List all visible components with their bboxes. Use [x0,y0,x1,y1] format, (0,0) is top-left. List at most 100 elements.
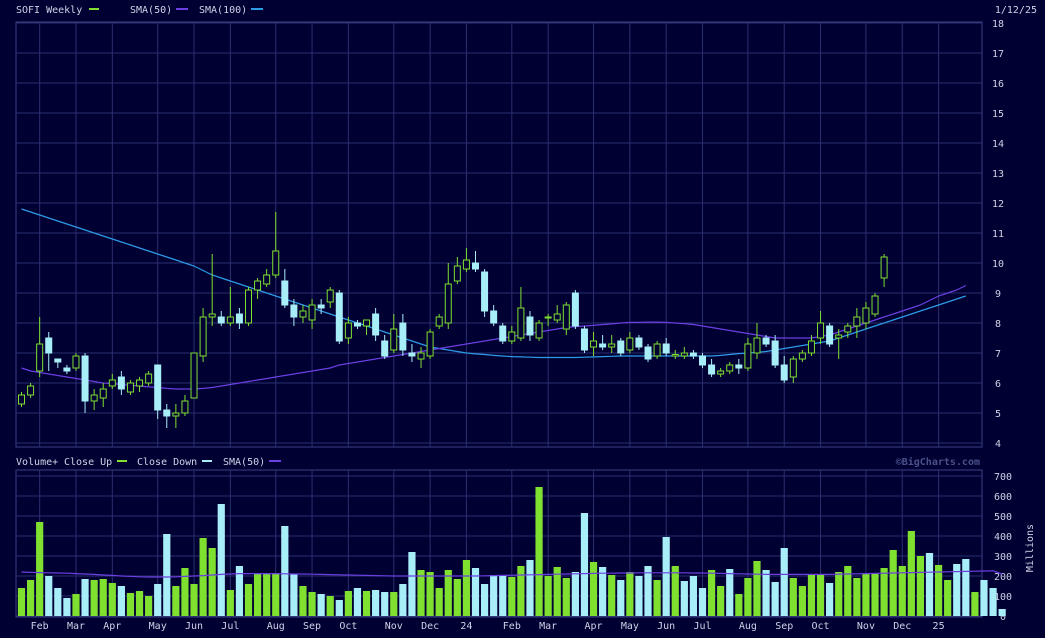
candle-body [871,295,879,315]
candle-body [590,340,598,348]
candle-body [826,325,834,345]
volume-bar [108,583,116,616]
volume-bar [599,567,607,616]
volume-bar [480,584,489,616]
x-tick-label: 25 [933,621,945,632]
volume-bar [199,538,207,616]
candle-body [90,394,98,402]
volume-bar [190,584,198,616]
volume-bar [971,592,979,616]
close-up-legend-label: Close Up [64,457,112,468]
candle-body [163,409,171,417]
candles [18,212,888,428]
candle-body [798,352,806,360]
candle-body [472,262,479,270]
volume-bar [208,548,216,616]
candle-body [408,352,416,357]
volume-bar [235,566,244,616]
volume-bar [998,609,1006,616]
candle-body [853,316,861,327]
candle-body [553,313,561,321]
volume-sma50-line [21,570,1003,578]
candle-body [417,352,425,360]
volume-label: Volume+ [16,457,58,468]
volume-bar [635,576,643,616]
volume-bar [726,569,734,616]
x-tick-label: Jun [657,621,675,632]
volume-bar [72,594,80,616]
candle-body [208,313,216,318]
candle-body [444,283,452,324]
price-y-tick-label: 12 [992,199,1004,210]
volume-bar [253,574,262,616]
volume-bar [399,584,407,616]
volume-bar [526,560,534,616]
sma100-legend-label: SMA(100) [199,5,247,16]
volume-bar [517,566,525,616]
volume-bar [81,579,89,616]
candle-body [817,322,825,339]
vol-sma-legend-label: SMA(50) [223,457,265,468]
candle-body [626,337,634,351]
volume-bar [862,574,870,616]
candle-body [54,358,62,363]
x-tick-label: Aug [739,621,757,632]
x-tick-label: May [149,621,167,632]
close-down-legend-label: Close Down [137,457,197,468]
volume-bar [735,594,743,616]
candle-body [326,289,334,303]
candle-body [644,346,652,360]
price-y-axis: 4 5 6 7 8 9 10 11 12 13 14 15 16 17 18 [992,19,1004,450]
volume-bar [871,573,879,616]
volume-bar [335,600,343,616]
x-tick-label: Feb [503,621,521,632]
candle-body [744,343,752,369]
volume-bar [217,504,225,616]
volume-y-tick-label: 600 [994,492,1012,503]
volume-bar [762,570,770,616]
volume-sma-line [21,570,1003,578]
x-tick-label: Nov [857,621,875,632]
candle-body [490,310,498,324]
volume-bar [608,575,616,616]
volume-bar [680,581,688,616]
volume-y-tick-label: 700 [994,472,1012,483]
volume-bar [826,583,834,616]
candle-body [27,385,35,396]
volume-bar [272,573,280,616]
price-y-tick-label: 4 [995,439,1001,450]
x-tick-label: Mar [67,621,85,632]
volume-bar [453,579,461,616]
x-tick-label: Feb [31,621,49,632]
volume-bar [798,586,806,616]
candle-body [172,412,180,417]
x-tick-label: May [621,621,639,632]
volume-bar [717,586,725,616]
volume-y-tick-label: 100 [994,592,1012,603]
price-y-tick-label: 7 [995,349,1001,360]
volume-bar [544,576,552,616]
volume-bar [835,572,843,616]
candle-body [862,307,870,324]
x-tick-label: Aug [267,621,285,632]
volume-bar [962,559,970,616]
candle-body [535,322,543,339]
volume-bar [907,531,915,616]
candle-body [272,250,280,276]
volume-bar [589,562,598,616]
candle-body [290,304,298,318]
volume-bar [353,588,362,616]
volume-bar [853,578,861,616]
candle-body [190,352,198,399]
x-tick-label: Mar [539,621,557,632]
volume-bar [290,574,298,616]
candle-body [435,316,443,327]
candle-body [571,292,579,327]
x-tick-label: Sep [303,621,321,632]
candle-body [462,259,470,270]
candle-body [372,313,380,336]
candle-body [453,265,461,282]
volume-bar [789,578,797,616]
candle-body [689,352,697,357]
volume-bar [626,572,634,616]
